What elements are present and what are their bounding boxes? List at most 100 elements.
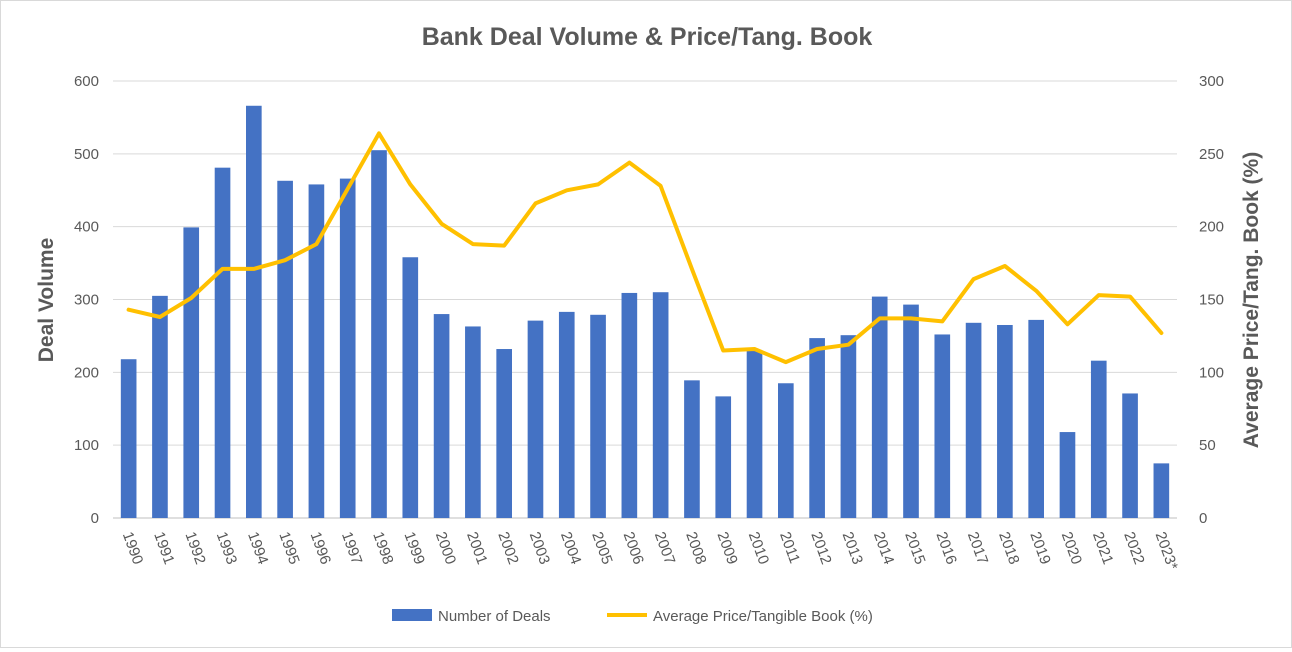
bar [371,150,387,519]
right-tick-label: 150 [1199,292,1224,309]
left-axis-title: Deal Volume [35,238,58,362]
x-tick-label: 2000 [432,530,459,567]
line-point [408,182,412,186]
right-tick-label: 50 [1199,437,1216,454]
bar [152,295,168,518]
bar [183,227,200,518]
line-point [690,267,694,271]
legend-label-deals: Number of Deals [438,608,551,625]
line-point [283,258,287,262]
x-tick-label: 2003 [526,530,553,567]
price-line [126,131,1164,365]
line-point [753,347,757,351]
bar [1090,360,1107,518]
right-tick-label: 0 [1199,510,1207,527]
x-tick-label: 2023* [1152,530,1181,573]
x-tick-label: 2015 [901,530,928,567]
bar [871,296,888,518]
bar [778,383,794,518]
x-tick-label: 1999 [401,530,428,567]
bar [934,334,951,518]
right-axis-title: Average Price/Tang. Book (%) [1240,152,1263,448]
left-tick-label: 600 [74,73,99,90]
x-tick-label: 2013 [839,530,866,567]
bar [746,350,763,518]
line-point [221,267,225,271]
bar [1028,319,1044,518]
bar [1153,463,1170,518]
right-tick-label: 200 [1199,219,1224,236]
line-point [440,222,444,226]
bar [997,324,1013,518]
x-tick-label: 2021 [1089,530,1116,567]
x-tick-label: 1998 [369,530,396,567]
line-point [784,360,788,364]
line-point [158,315,162,319]
left-tick-label: 300 [74,292,99,309]
line-point [314,242,318,246]
x-tick-label: 1990 [119,530,146,567]
bar [903,304,919,518]
left-tick-label: 500 [74,146,99,163]
x-tick-label: 2014 [870,530,897,567]
x-tick-label: 2004 [557,530,584,567]
x-tick-label: 1993 [213,530,240,567]
x-tick-label: 2011 [776,530,803,566]
x-tick-label: 2020 [1058,530,1085,567]
bar [809,338,825,518]
line-point [815,347,819,351]
bar [339,178,356,518]
x-tick-label: 2017 [964,530,991,567]
bar [527,320,544,518]
x-tick-label: 1995 [275,530,302,567]
x-tick-label: 2002 [494,530,521,567]
legend: Number of Deals Average Price/Tangible B… [392,608,873,625]
gridlines [113,80,1177,519]
x-tick-label: 2005 [588,530,615,567]
x-axis-ticks: 1990 1991 1992 1993 1994 1995 1996 1997 1998 1999… [119,530,1181,573]
line-point [940,319,944,323]
line-point [471,242,475,246]
bar [715,396,732,518]
bar [496,349,512,518]
right-tick-label: 250 [1199,146,1224,163]
bar [840,335,857,518]
line-point [721,348,725,352]
right-tick-label: 300 [1199,73,1224,90]
x-tick-label: 2006 [620,530,647,567]
x-tick-label: 2008 [682,530,709,567]
legend-swatch-deals [392,609,432,621]
line-point [878,316,882,320]
x-tick-label: 1997 [338,530,365,567]
x-tick-label: 2010 [745,530,772,567]
line-point [502,244,506,248]
line-point [627,161,631,165]
right-axis-ticks: 0 50 100 150 200 250 300 [1199,73,1224,527]
bar [1122,393,1138,518]
x-tick-label: 2022 [1120,530,1147,567]
line-point [1128,295,1132,299]
line-series [126,131,1164,365]
legend-label-price: Average Price/Tangible Book (%) [653,608,873,625]
x-tick-label: 1996 [307,530,334,567]
x-tick-label: 2012 [807,530,834,567]
left-tick-label: 200 [74,364,99,381]
line-point [846,343,850,347]
x-tick-label: 2019 [1026,530,1053,567]
bar [684,380,700,518]
x-tick-label: 2001 [463,530,490,567]
bar [214,167,231,518]
line-point [127,308,131,312]
x-tick-label: 2018 [995,530,1022,567]
bar [246,105,262,518]
line-point [659,184,663,188]
bar-series [120,105,1170,519]
line-point [1065,322,1069,326]
x-tick-label: 1992 [181,530,208,567]
bar [652,292,669,518]
x-tick-label: 2009 [713,530,740,567]
bar [965,322,982,518]
line-point [565,188,569,192]
x-tick-label: 1994 [244,530,271,567]
